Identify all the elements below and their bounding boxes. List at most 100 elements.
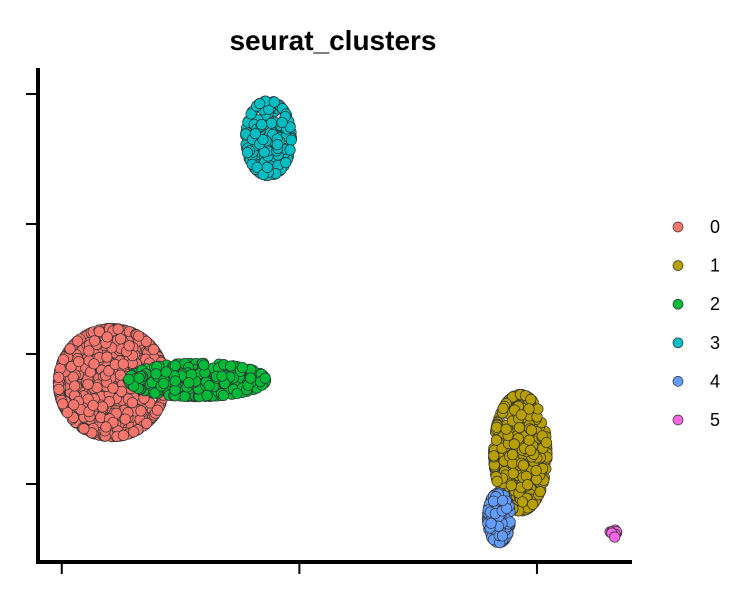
point-cluster-2 (225, 360, 237, 372)
point-cluster-0 (115, 333, 127, 345)
legend-label-2: 2 (710, 294, 720, 314)
point-cluster-2 (183, 377, 195, 389)
point-cluster-0 (128, 426, 140, 438)
point-cluster-4 (496, 530, 508, 542)
point-cluster-1 (491, 475, 503, 487)
point-cluster-1 (508, 438, 520, 450)
point-cluster-2 (169, 359, 181, 372)
point-cluster-0 (53, 383, 65, 395)
point-cluster-0 (101, 351, 113, 363)
point-cluster-0 (89, 335, 101, 347)
axes-layer (36, 68, 632, 564)
point-cluster-0 (78, 423, 90, 435)
point-cluster-4 (485, 517, 497, 529)
point-cluster-1 (490, 434, 502, 446)
point-cluster-0 (61, 406, 73, 419)
point-cluster-2 (201, 389, 213, 401)
point-cluster-0 (93, 325, 105, 338)
point-cluster-3 (245, 108, 257, 120)
point-cluster-3 (285, 134, 297, 146)
point-cluster-0 (68, 399, 80, 411)
legend-key-4 (672, 376, 684, 387)
point-cluster-1 (534, 486, 546, 498)
point-cluster-0 (117, 429, 130, 441)
point-cluster-1 (488, 450, 500, 462)
point-cluster-1 (513, 422, 526, 434)
point-cluster-0 (72, 335, 84, 347)
point-cluster-0 (133, 330, 145, 342)
point-cluster-1 (522, 479, 534, 491)
legend-key-1 (672, 260, 684, 271)
point-cluster-2 (203, 380, 215, 392)
point-cluster-2 (236, 361, 249, 374)
point-cluster-1 (517, 459, 529, 471)
point-cluster-0 (82, 378, 94, 390)
legend-label-1: 1 (710, 256, 720, 276)
point-cluster-0 (107, 382, 119, 394)
legend-label-4: 4 (710, 371, 720, 391)
point-cluster-4 (497, 494, 509, 507)
point-cluster-1 (525, 424, 538, 436)
point-cluster-1 (505, 479, 517, 492)
legend-label-0: 0 (710, 217, 720, 237)
point-cluster-2 (245, 372, 257, 384)
point-cluster-1 (540, 436, 553, 449)
point-cluster-3 (276, 116, 288, 128)
point-cluster-0 (141, 417, 153, 429)
point-cluster-0 (101, 331, 113, 343)
point-cluster-0 (119, 413, 131, 425)
point-cluster-2 (198, 359, 210, 371)
point-cluster-1 (491, 421, 503, 433)
point-cluster-0 (57, 353, 70, 366)
ticks-layer (26, 93, 538, 574)
legend-label-5: 5 (710, 410, 720, 430)
point-cluster-3 (249, 128, 261, 140)
point-cluster-5 (609, 531, 621, 543)
chart-title: seurat_clusters (229, 25, 436, 56)
point-cluster-3 (284, 144, 296, 156)
point-cluster-0 (83, 345, 95, 357)
point-cluster-3 (271, 139, 283, 151)
legend-key-3 (672, 337, 684, 349)
point-cluster-0 (151, 404, 163, 416)
point-cluster-3 (241, 147, 253, 159)
point-cluster-1 (500, 423, 512, 435)
point-cluster-2 (160, 366, 172, 378)
point-cluster-3 (280, 157, 292, 169)
point-cluster-1 (523, 434, 535, 446)
point-cluster-2 (150, 368, 162, 380)
point-cluster-1 (507, 467, 519, 479)
point-cluster-3 (268, 96, 280, 108)
point-cluster-0 (64, 343, 76, 355)
point-cluster-3 (256, 118, 268, 131)
point-cluster-0 (135, 405, 147, 417)
point-cluster-1 (530, 465, 542, 477)
point-cluster-3 (265, 117, 277, 129)
point-cluster-2 (169, 384, 181, 396)
legend-label-3: 3 (710, 333, 720, 353)
point-cluster-2 (149, 387, 161, 399)
point-cluster-0 (117, 358, 129, 370)
point-cluster-0 (69, 380, 81, 392)
point-cluster-0 (112, 323, 124, 335)
point-cluster-1 (523, 403, 535, 415)
point-cluster-1 (497, 402, 509, 414)
legend-key-5 (672, 414, 684, 426)
point-cluster-0 (148, 343, 160, 356)
point-cluster-1 (525, 444, 537, 456)
point-cluster-0 (73, 356, 85, 368)
point-cluster-0 (126, 397, 138, 409)
point-cluster-2 (216, 370, 228, 382)
point-cluster-2 (259, 372, 271, 384)
point-cluster-0 (123, 340, 135, 352)
point-cluster-2 (231, 387, 243, 400)
point-cluster-0 (57, 398, 69, 410)
point-cluster-0 (88, 358, 100, 370)
point-cluster-2 (179, 390, 191, 402)
point-cluster-3 (261, 161, 273, 173)
point-cluster-1 (525, 393, 537, 405)
point-cluster-3 (257, 134, 269, 146)
point-cluster-0 (53, 371, 65, 383)
point-cluster-2 (123, 373, 135, 385)
point-cluster-1 (515, 409, 527, 421)
